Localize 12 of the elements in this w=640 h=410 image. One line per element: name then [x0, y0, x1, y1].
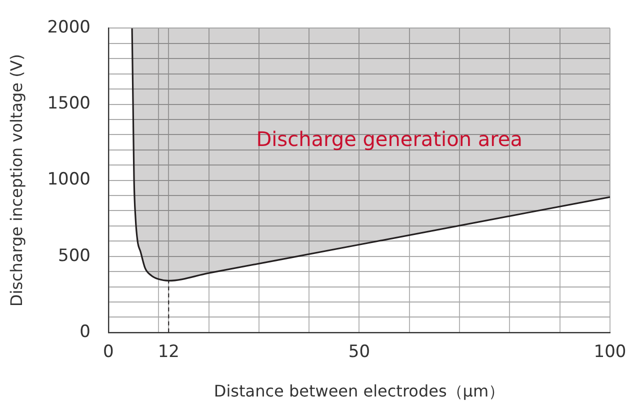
y-tick-label: 500: [58, 246, 90, 266]
annotation: Discharge generation area: [256, 126, 522, 151]
x-tick-label: 0: [103, 342, 114, 362]
y-tick-label: 0: [80, 322, 90, 342]
y-tick-label: 1500: [47, 94, 90, 114]
x-tick-label: 100: [594, 342, 626, 362]
y-tick-label: 1000: [47, 170, 90, 190]
x-tick-label: 12: [158, 342, 180, 362]
y-axis-title: Discharge inception voltage (V): [6, 54, 26, 307]
y-tick-label: 2000: [47, 18, 90, 38]
x-axis-title: Distance between electrodes（μm）: [214, 382, 505, 401]
x-tick-label: 50: [348, 342, 370, 362]
